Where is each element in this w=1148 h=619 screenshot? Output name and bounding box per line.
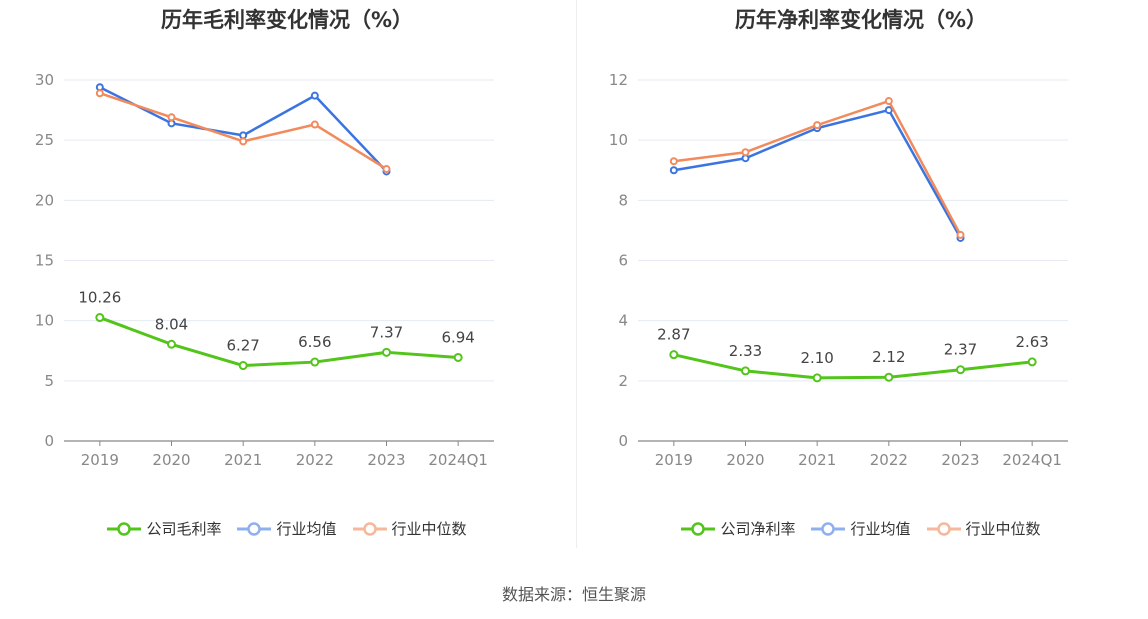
data-label: 6.27 [226,337,259,355]
company-series-line [673,353,1033,380]
y-tick-label: 30 [35,71,54,89]
x-tick-label: 2020 [726,451,764,469]
industry-median-series-point[interactable] [956,230,965,239]
data-label: 6.56 [298,333,331,351]
y-tick-label: 20 [35,191,54,209]
legend-line-circle-icon [352,521,387,536]
net-margin-title: 历年净利率变化情况（%） [734,8,988,32]
y-tick-label: 15 [35,252,54,270]
industry-median-series-point[interactable] [884,97,893,106]
legend-industry-median[interactable]: 行业中位数 [352,518,467,539]
industry-avg-series-point[interactable] [310,91,319,100]
legend-label: 公司毛利率 [146,520,222,538]
industry-median-series-point[interactable] [669,157,678,166]
y-tick-label: 10 [35,312,54,330]
net-margin-legend: 公司净利率 行业均值 行业中位数 [574,518,1148,539]
gross-margin-panel: 历年毛利率变化情况（%） 0 5 10 15 20 25 30 2019 2020 2021 202… [0,0,574,560]
data-label: 7.37 [370,323,403,341]
company-series-point[interactable] [167,339,176,349]
y-tick-label: 0 [44,432,54,450]
company-series-point[interactable] [669,350,679,360]
y-tick-label: 10 [609,131,628,149]
data-label: 2.12 [872,348,905,366]
gross-margin-legend: 公司毛利率 行业均值 行业中位数 [0,518,574,539]
company-series-point[interactable] [310,357,320,367]
x-tick-label: 2020 [152,451,190,469]
industry-median-series-point[interactable] [813,121,822,130]
y-tick-label: 0 [618,432,628,450]
legend-industry-avg[interactable]: 行业均值 [237,518,337,539]
company-series-line [99,316,459,368]
legend-label: 行业中位数 [965,520,1041,538]
y-tick-label: 12 [609,71,628,89]
data-label: 2.37 [944,341,977,359]
x-tick-label: 2023 [941,451,979,469]
y-tick-label: 25 [35,131,54,149]
legend-line-circle-icon [811,521,846,536]
x-tick-label: 2021 [798,451,836,469]
x-tick-label: 2021 [224,451,262,469]
gross-margin-chart: 0 5 10 15 20 25 30 2019 2020 2021 2022 2023 2024Q1 10… [35,71,494,469]
data-label: 8.04 [155,315,188,333]
y-tick-label: 2 [618,372,628,390]
company-series-point[interactable] [1027,357,1037,367]
company-series-point[interactable] [741,366,750,376]
x-tick-label: 2024Q1 [428,451,488,469]
company-series-point[interactable] [95,313,105,323]
data-label: 2.33 [729,342,762,360]
legend-label: 行业中位数 [391,520,467,538]
company-series-point[interactable] [453,352,463,362]
y-tick-label: 5 [44,372,54,390]
data-label: 2.10 [800,349,833,367]
industry-avg-series-point[interactable] [669,166,678,175]
data-label: 2.87 [657,326,690,344]
legend-line-circle-icon [237,521,272,536]
gross-margin-title: 历年毛利率变化情况（%） [160,8,414,32]
panel-divider [576,0,577,548]
legend-line-circle-icon [681,521,716,536]
legend-line-circle-icon [926,521,961,536]
industry-median-series-point[interactable] [95,89,104,98]
company-series-point[interactable] [238,361,248,371]
net-margin-panel: 历年净利率变化情况（%） 0 2 4 6 8 10 12 2019 2020 2021 2022 20… [574,0,1148,560]
industry-median-series-point[interactable] [310,120,319,129]
company-series-point[interactable] [884,372,894,382]
legend-label: 行业均值 [850,520,911,538]
legend-industry-median[interactable]: 行业中位数 [926,518,1041,539]
data-source-note: 数据来源：恒生聚源 [501,585,646,604]
company-series-point[interactable] [812,373,822,383]
y-tick-label: 6 [618,252,628,270]
legend-industry-avg[interactable]: 行业均值 [811,518,911,539]
x-tick-label: 2024Q1 [1002,451,1062,469]
legend-label: 行业均值 [276,520,337,538]
industry-avg-series-line [99,86,388,173]
legend-label: 公司净利率 [720,520,796,538]
industry-avg-series-point[interactable] [884,106,893,115]
industry-median-series-point[interactable] [239,137,248,146]
x-tick-label: 2019 [81,451,119,469]
data-label: 10.26 [78,289,121,307]
x-tick-label: 2019 [655,451,693,469]
legend-company-gross-margin[interactable]: 公司毛利率 [107,518,221,539]
data-label: 2.63 [1015,333,1048,351]
legend-company-net-margin[interactable]: 公司净利率 [681,518,795,539]
industry-median-series-point[interactable] [741,148,750,157]
x-tick-label: 2023 [367,451,405,469]
company-series-point[interactable] [956,365,965,375]
x-tick-label: 2022 [296,451,334,469]
industry-median-series-point[interactable] [167,113,176,122]
company-series-point[interactable] [382,347,391,357]
industry-median-series-line [99,92,388,171]
y-tick-label: 4 [618,312,628,330]
net-margin-chart: 0 2 4 6 8 10 12 2019 2020 2021 2022 2023 2024Q1 2.87 2… [609,71,1068,469]
legend-line-circle-icon [107,521,142,536]
x-tick-label: 2022 [870,451,908,469]
data-label: 6.94 [441,328,474,346]
y-tick-label: 8 [618,191,628,209]
industry-median-series-point[interactable] [382,165,391,174]
